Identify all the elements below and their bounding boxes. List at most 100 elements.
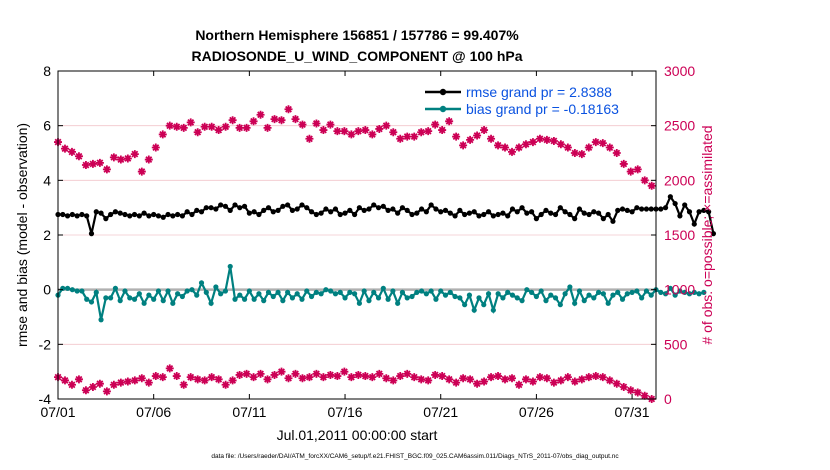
possible-marker-82	[626, 167, 635, 176]
rmse-point-93	[500, 210, 506, 216]
bias-point-19	[146, 292, 152, 298]
possible-marker-60	[473, 131, 482, 140]
x-axis-label: Jul.01,2011 00:00:00 start	[277, 427, 438, 443]
rmse-point-96	[514, 209, 520, 215]
rmse-point-110	[581, 210, 587, 216]
bias-point-96	[514, 295, 520, 301]
x-tick-label: 07/11	[232, 404, 266, 420]
rmse-point-38	[237, 205, 243, 211]
possible-marker-15	[158, 130, 167, 139]
assimilated-marker-49	[396, 372, 405, 381]
bias-point-17	[136, 291, 142, 297]
bias-point-72	[399, 289, 406, 295]
bias-point-26	[179, 293, 185, 300]
assimilated-marker-76	[584, 373, 593, 382]
assimilated-marker-1	[60, 376, 69, 385]
y-tick-label: 2	[43, 227, 51, 243]
rmse-point-30	[198, 209, 205, 215]
possible-marker-38	[319, 126, 328, 135]
chart-title: Northern Hemisphere 156851 / 157786 = 99…	[195, 27, 519, 43]
assimilated-marker-12	[137, 374, 146, 383]
assimilated-marker-64	[501, 375, 510, 384]
bias-point-130	[677, 288, 683, 294]
rmse-point-77	[423, 209, 429, 215]
rmse-point-63	[356, 205, 362, 211]
assimilated-marker-82	[626, 386, 635, 395]
rmse-point-9	[98, 210, 104, 216]
rmse-point-84	[457, 207, 463, 213]
assimilated-marker-57	[452, 378, 461, 387]
bias-point-3	[69, 287, 75, 293]
bias-point-9	[98, 317, 104, 323]
rmse-point-14	[122, 211, 128, 218]
bias-point-95	[509, 292, 516, 298]
rmse-point-117	[615, 207, 621, 213]
rmse-point-129	[672, 200, 678, 207]
bias-point-121	[634, 288, 640, 294]
bias-point-44	[265, 289, 272, 295]
rmse-point-24	[170, 213, 176, 219]
assimilated-marker-77	[591, 372, 600, 381]
assimilated-marker-35	[298, 374, 307, 383]
possible-marker-58	[459, 141, 468, 150]
rmse-point-131	[682, 202, 688, 208]
assimilated-marker-23	[214, 375, 223, 384]
assimilated-marker-37	[312, 369, 321, 378]
bias-point-103	[548, 292, 554, 298]
bias-point-42	[256, 291, 262, 297]
rmse-point-1	[60, 211, 66, 218]
possible-marker-43	[354, 127, 363, 136]
bias-point-48	[285, 289, 291, 295]
possible-marker-53	[424, 127, 433, 136]
rmse-point-107	[567, 211, 573, 218]
possible-marker-11	[130, 150, 139, 159]
bias-point-119	[624, 291, 630, 297]
rmse-point-113	[595, 210, 602, 216]
rmse-point-109	[576, 206, 583, 212]
possible-marker-30	[263, 123, 272, 132]
rmse-point-44	[265, 205, 272, 211]
bias-point-16	[131, 296, 138, 302]
possible-marker-62	[487, 134, 496, 143]
bias-point-75	[414, 289, 420, 295]
bias-point-128	[667, 285, 673, 291]
rmse-point-56	[323, 206, 329, 212]
rmse-point-15	[127, 213, 133, 219]
rmse-point-21	[155, 213, 162, 219]
possible-marker-1	[60, 144, 69, 153]
possible-marker-50	[403, 132, 412, 141]
bias-point-78	[428, 288, 434, 294]
bias-point-4	[74, 288, 80, 294]
assimilated-marker-60	[473, 379, 482, 388]
bias-point-132	[686, 291, 693, 297]
x-tick-label: 07/16	[328, 404, 363, 420]
rmse-point-123	[643, 206, 650, 212]
possible-marker-44	[361, 126, 370, 135]
bias-point-52	[304, 288, 310, 294]
bias-point-82	[447, 289, 453, 295]
bias-point-65	[366, 298, 372, 304]
rmse-point-92	[495, 211, 501, 218]
rmse-point-20	[151, 211, 157, 218]
possible-marker-66	[514, 143, 523, 152]
rmse-point-132	[686, 209, 693, 215]
assimilated-marker-65	[508, 374, 517, 383]
bias-point-37	[232, 296, 238, 302]
rmse-point-114	[600, 216, 606, 222]
possible-marker-68	[528, 138, 537, 147]
rmse-point-10	[103, 216, 109, 222]
possible-marker-79	[605, 143, 614, 152]
bias-point-11	[108, 295, 114, 301]
rmse-point-25	[175, 211, 181, 218]
rmse-point-122	[639, 206, 645, 212]
y-tick-label: -2	[39, 336, 52, 352]
possible-marker-70	[542, 135, 551, 144]
bias-point-12	[112, 285, 119, 291]
bias-point-97	[519, 298, 525, 304]
bias-point-55	[318, 291, 324, 297]
possible-marker-85	[647, 181, 656, 190]
rmse-point-66	[371, 202, 377, 208]
bias-point-22	[160, 298, 166, 304]
assimilated-marker-61	[480, 377, 489, 386]
